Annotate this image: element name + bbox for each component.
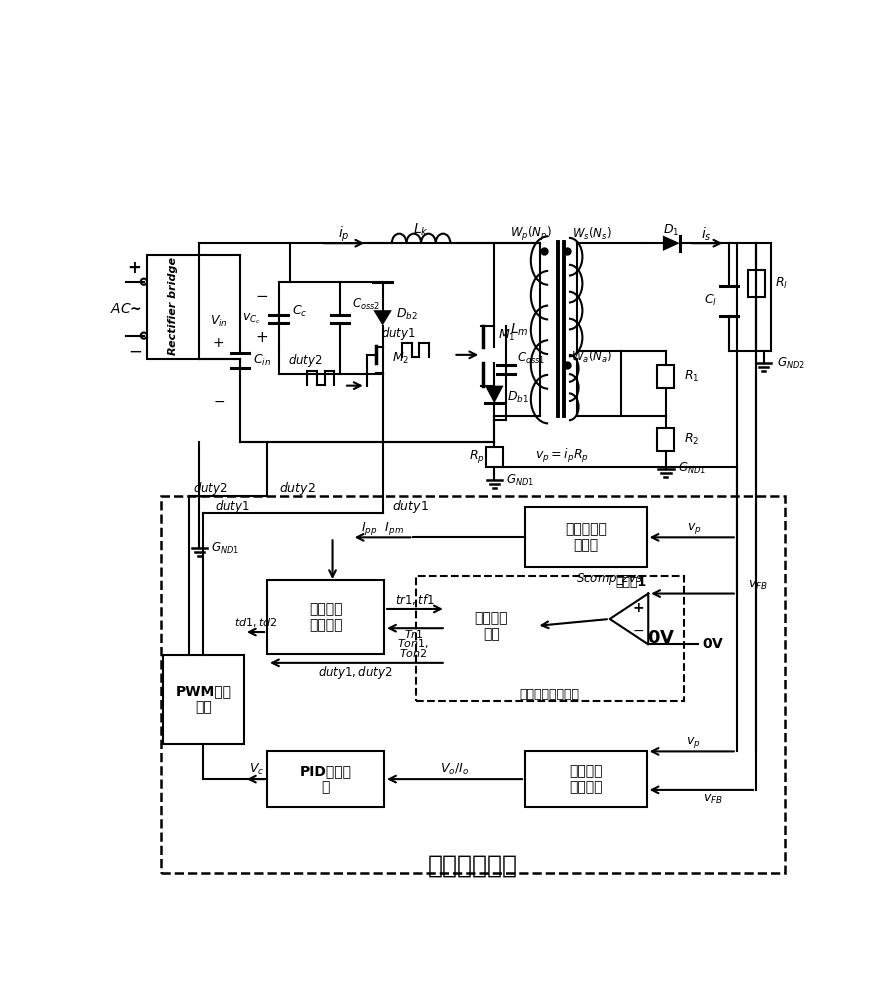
Text: $M_2$: $M_2$ bbox=[392, 351, 408, 366]
Text: $Ton1,$: $Ton1,$ bbox=[397, 637, 429, 650]
Bar bbox=[657, 428, 673, 451]
Text: $G_{ND2}$: $G_{ND2}$ bbox=[776, 356, 804, 371]
Text: $R_p$: $R_p$ bbox=[468, 448, 484, 465]
Text: $R_2$: $R_2$ bbox=[684, 432, 699, 447]
Text: $i_s$: $i_s$ bbox=[700, 225, 711, 243]
Text: +: + bbox=[632, 601, 643, 615]
Polygon shape bbox=[485, 386, 503, 403]
Text: $v_p$: $v_p$ bbox=[686, 735, 700, 750]
Text: +: + bbox=[213, 336, 224, 350]
Text: $C_{in}$: $C_{in}$ bbox=[253, 353, 271, 368]
Text: $Scomp\_zvs$: $Scomp\_zvs$ bbox=[576, 571, 642, 587]
Text: $-$: $-$ bbox=[213, 394, 224, 408]
Text: $L_k$: $L_k$ bbox=[413, 222, 429, 238]
Bar bbox=[416, 576, 683, 701]
Bar bbox=[525, 751, 646, 807]
Bar bbox=[657, 365, 673, 388]
Text: +: + bbox=[128, 259, 142, 277]
Text: $-$: $-$ bbox=[128, 342, 142, 360]
Text: 原边电流检
测模块: 原边电流检 测模块 bbox=[564, 522, 606, 552]
Text: $duty2$: $duty2$ bbox=[193, 480, 228, 497]
Text: $Tr1$: $Tr1$ bbox=[403, 628, 423, 640]
Text: $L_m$: $L_m$ bbox=[509, 321, 528, 338]
Text: $duty1,duty2$: $duty1,duty2$ bbox=[318, 664, 392, 681]
Bar bbox=[486, 447, 502, 466]
Text: PID计算模
块: PID计算模 块 bbox=[299, 764, 351, 794]
Text: $D_{b1}$: $D_{b1}$ bbox=[507, 390, 529, 405]
Text: $v_{FB}$: $v_{FB}$ bbox=[702, 793, 722, 806]
Text: PWM驱动
模块: PWM驱动 模块 bbox=[175, 684, 231, 715]
Text: $v_p$: $v_p$ bbox=[687, 521, 701, 536]
Text: $W_p(N_p)$: $W_p(N_p)$ bbox=[509, 225, 551, 243]
Text: $duty2$: $duty2$ bbox=[278, 480, 315, 497]
Text: Rectifier bridge: Rectifier bridge bbox=[168, 257, 178, 355]
Text: $M_1$: $M_1$ bbox=[498, 328, 515, 343]
Text: $V_{in}$: $V_{in}$ bbox=[210, 314, 228, 329]
Polygon shape bbox=[662, 235, 679, 251]
Text: $-$: $-$ bbox=[632, 623, 643, 637]
Text: $v_{C_c}$: $v_{C_c}$ bbox=[242, 311, 260, 326]
Text: $i_p$: $i_p$ bbox=[338, 224, 349, 244]
Text: $C_l$: $C_l$ bbox=[703, 293, 717, 308]
Text: $D_{b2}$: $D_{b2}$ bbox=[396, 306, 418, 322]
Text: $-$: $-$ bbox=[255, 287, 268, 302]
Bar bbox=[160, 496, 783, 873]
Text: $\mathbf{0V}$: $\mathbf{0V}$ bbox=[702, 637, 724, 651]
Text: $V_o/I_o$: $V_o/I_o$ bbox=[439, 762, 468, 777]
Text: 输出信息
检测模块: 输出信息 检测模块 bbox=[569, 764, 602, 794]
Text: $G_{ND1}$: $G_{ND1}$ bbox=[211, 541, 238, 556]
Text: $Ton2$: $Ton2$ bbox=[399, 647, 427, 659]
Text: 闭环控制环路: 闭环控制环路 bbox=[427, 853, 517, 877]
Text: $\mathbf{0V}$: $\mathbf{0V}$ bbox=[647, 629, 675, 647]
Text: $C_{oss2}$: $C_{oss2}$ bbox=[352, 297, 379, 312]
Text: $W_a(N_a)$: $W_a(N_a)$ bbox=[571, 349, 612, 365]
Text: $D_1$: $D_1$ bbox=[663, 223, 679, 238]
Text: $R_1$: $R_1$ bbox=[684, 369, 699, 384]
Text: $duty1$: $duty1$ bbox=[214, 498, 249, 515]
Text: $v_p=i_pR_p$: $v_p=i_pR_p$ bbox=[534, 447, 588, 465]
Bar bbox=[525, 507, 646, 567]
Bar bbox=[747, 270, 764, 297]
Text: $C_c$: $C_c$ bbox=[291, 303, 307, 319]
Text: $duty1$: $duty1$ bbox=[380, 325, 415, 342]
Text: $C_{oss1}$: $C_{oss1}$ bbox=[516, 351, 544, 366]
Text: 时间计算
模块: 时间计算 模块 bbox=[474, 611, 508, 641]
Text: $duty2$: $duty2$ bbox=[288, 352, 323, 369]
Text: $G_{ND1}$: $G_{ND1}$ bbox=[677, 461, 704, 476]
Text: 比较器1: 比较器1 bbox=[614, 576, 645, 588]
Text: 死区时间
计算模块: 死区时间 计算模块 bbox=[308, 602, 342, 632]
Text: 辅助绕组检测模块: 辅助绕组检测模块 bbox=[519, 688, 579, 701]
Bar bbox=[147, 255, 199, 359]
Bar bbox=[267, 580, 384, 654]
Text: $V_c$: $V_c$ bbox=[249, 762, 264, 777]
Polygon shape bbox=[373, 310, 392, 326]
Text: $duty1$: $duty1$ bbox=[392, 498, 428, 515]
Text: $td1,td2$: $td1,td2$ bbox=[234, 616, 277, 629]
Bar bbox=[267, 751, 384, 807]
Text: $v_{FB}$: $v_{FB}$ bbox=[748, 579, 767, 592]
Bar bbox=[446, 590, 536, 663]
Text: $+$: $+$ bbox=[255, 330, 268, 345]
Text: $R_l$: $R_l$ bbox=[774, 276, 788, 291]
Bar bbox=[163, 655, 244, 744]
Text: $W_s(N_s)$: $W_s(N_s)$ bbox=[571, 226, 611, 242]
Text: $tr1,tf1$: $tr1,tf1$ bbox=[394, 592, 434, 607]
Text: $I_{pp}$  $I_{pm}$: $I_{pp}$ $I_{pm}$ bbox=[361, 520, 404, 537]
Text: $G_{ND1}$: $G_{ND1}$ bbox=[505, 473, 533, 488]
Text: $AC$~: $AC$~ bbox=[110, 302, 142, 316]
